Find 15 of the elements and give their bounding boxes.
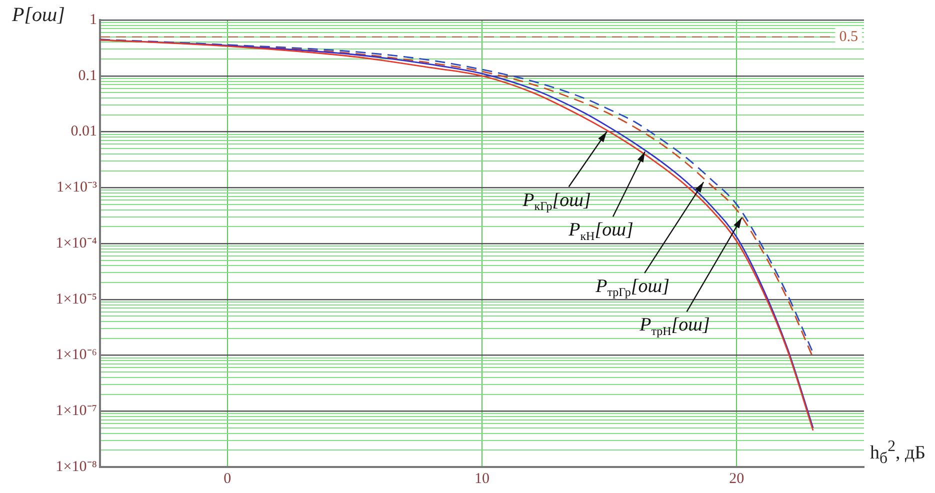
ref-line-label: 0.5 [839,28,858,45]
y-tick-label: 1 [90,12,97,28]
y-axis-title: P[ош] [12,4,65,27]
x-tick-label: 20 [729,470,744,487]
x-tick-label: 10 [474,470,490,487]
y-tick-label: 1×10⁻⁶ [56,347,97,364]
x-axis-title: h$_{б}$$^{2}$, дБ [870,438,926,468]
y-tick-label: 0.1 [78,68,97,84]
y-tick-label: 0.01 [70,124,97,140]
y-tick-label: 1×10⁻⁸ [56,458,97,475]
y-tick-label: 1×10⁻³ [56,180,98,196]
y-tick-label: 1×10⁻⁵ [56,291,97,308]
x-tick-label: 0 [224,470,232,487]
y-tick-label: 1×10⁻⁷ [56,403,97,420]
y-tick-label: 1×10⁻⁴ [56,235,97,252]
